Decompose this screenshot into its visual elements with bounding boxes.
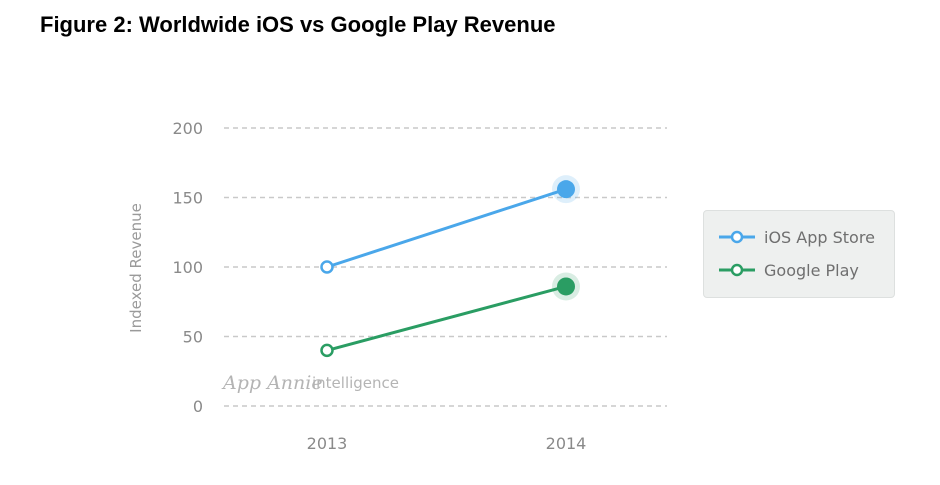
legend-marker-google-play-icon xyxy=(719,263,755,277)
x-tick-labels: 2013 2014 xyxy=(307,434,587,453)
figure-title: Figure 2: Worldwide iOS vs Google Play R… xyxy=(40,12,556,37)
x-tick-label-2014: 2014 xyxy=(546,434,587,453)
y-axis-title: Indexed Revenue xyxy=(127,203,145,333)
y-tick-label-200: 200 xyxy=(172,119,203,138)
y-tick-label-100: 100 xyxy=(172,258,203,277)
y-tick-label-0: 0 xyxy=(193,397,203,416)
legend: iOS App Store Google Play xyxy=(703,210,895,298)
watermark-brand: App Annie xyxy=(221,372,323,394)
series-line-ios-app-store xyxy=(325,187,568,269)
grid-lines xyxy=(224,127,667,407)
y-tick-labels: 0 50 100 150 200 xyxy=(172,119,203,416)
data-point-google-play-2014 xyxy=(557,277,575,296)
y-tick-label-50: 50 xyxy=(183,328,203,347)
y-tick-label-150: 150 xyxy=(172,189,203,208)
watermark-suffix: intelligence xyxy=(312,374,399,392)
data-point-ios-app-store-2014 xyxy=(557,180,575,199)
legend-item-google-play: Google Play xyxy=(718,258,859,282)
legend-item-ios: iOS App Store xyxy=(718,225,875,249)
series-group xyxy=(320,175,580,358)
legend-label-ios: iOS App Store xyxy=(764,227,875,247)
data-point-ios-app-store-2013 xyxy=(320,260,334,274)
legend-label-google-play: Google Play xyxy=(764,260,859,280)
data-point-google-play-2013 xyxy=(320,343,334,358)
watermark: App Annie intelligence xyxy=(221,372,399,394)
legend-marker-ios-icon xyxy=(719,230,755,244)
series-line-google-play xyxy=(325,284,568,352)
x-tick-label-2013: 2013 xyxy=(307,434,348,453)
